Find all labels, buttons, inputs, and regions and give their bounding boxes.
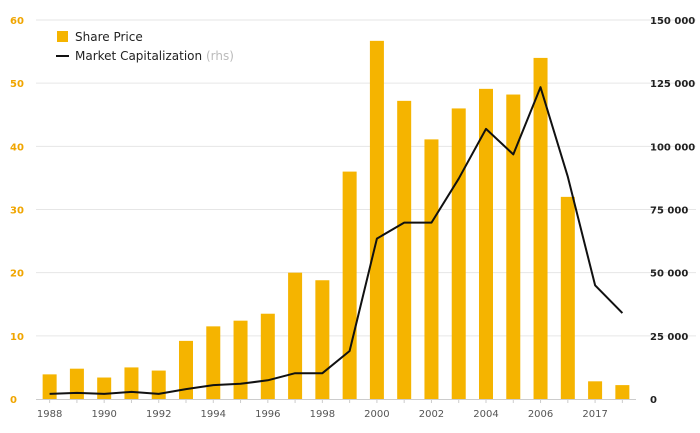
y-axis-right: 0 25 000 50 000 75 000 100 000 125 000 150 000 — [650, 16, 695, 406]
y-tick-label-right: 25 000 — [650, 332, 688, 343]
y-tick-label-right: 100 000 — [650, 142, 695, 153]
share-price-bar — [451, 108, 466, 399]
y-tick-label-left: 40 — [10, 142, 24, 153]
share-price-bar — [233, 320, 248, 399]
x-tick-label: 2004 — [473, 409, 498, 420]
legend-rhs-note: (rhs) — [206, 49, 234, 63]
share-price-bar — [69, 368, 84, 399]
x-tick-label: 1996 — [255, 409, 280, 420]
y-tick-label-right: 50 000 — [650, 269, 688, 280]
share-price-bar — [315, 280, 330, 399]
y-tick-label-right: 0 — [650, 395, 657, 406]
x-tick-label: 1992 — [146, 409, 171, 420]
y-tick-label-left: 50 — [10, 79, 24, 90]
y-tick-label-left: 10 — [10, 332, 24, 343]
y-tick-label-left: 60 — [10, 16, 24, 27]
share-price-bar — [588, 381, 603, 399]
share-price-bar — [479, 88, 493, 399]
legend-label-share-price: Share Price — [75, 30, 143, 44]
x-tick-label: 2017 — [582, 409, 607, 420]
share-price-bar — [288, 272, 303, 399]
x-tick-label: 1988 — [37, 409, 62, 420]
share-price-bar — [42, 374, 57, 399]
market-cap-line — [49, 86, 624, 395]
x-tick-label: 2002 — [419, 409, 444, 420]
share-price-bar — [533, 57, 548, 400]
share-price-bar — [260, 313, 275, 399]
y-tick-label-right: 125 000 — [650, 79, 695, 90]
x-axis-ticks: 1988 1990 1992 1994 1996 1998 2000 2002 2004 2006… — [37, 399, 623, 420]
x-tick-label: 2006 — [528, 409, 553, 420]
legend-label-market-cap: Market Capitalization (rhs) — [75, 49, 234, 63]
share-price-bar — [369, 40, 384, 399]
y-axis-left: 0 10 20 30 40 50 60 — [10, 16, 24, 406]
share-price-bar — [506, 94, 521, 399]
y-tick-label-left: 30 — [10, 206, 24, 217]
y-tick-label-left: 20 — [10, 269, 24, 280]
share-price-bar — [560, 196, 575, 399]
share-price-bar — [179, 340, 193, 399]
share-price-bar — [397, 100, 412, 399]
y-tick-label-right: 75 000 — [650, 206, 688, 217]
share-price-bar — [615, 385, 630, 399]
gridlines — [36, 19, 696, 337]
legend: Share Price Market Capitalization (rhs) — [56, 30, 234, 63]
share-price-bar — [124, 367, 139, 399]
x-tick-label: 2000 — [364, 409, 389, 420]
x-tick-label: 1998 — [310, 409, 335, 420]
x-tick-label: 1990 — [91, 409, 116, 420]
share-price-bar — [151, 370, 166, 399]
y-tick-label-right: 150 000 — [650, 16, 695, 27]
share-price-bar — [424, 139, 439, 399]
share-price-bar — [97, 377, 112, 399]
legend-swatch-share-price — [57, 31, 68, 42]
share-price-bars — [42, 40, 630, 400]
y-tick-label-left: 0 — [10, 395, 17, 406]
share-price-bar — [206, 326, 221, 399]
x-tick-label: 1994 — [201, 409, 226, 420]
share-price-bar — [342, 171, 357, 399]
